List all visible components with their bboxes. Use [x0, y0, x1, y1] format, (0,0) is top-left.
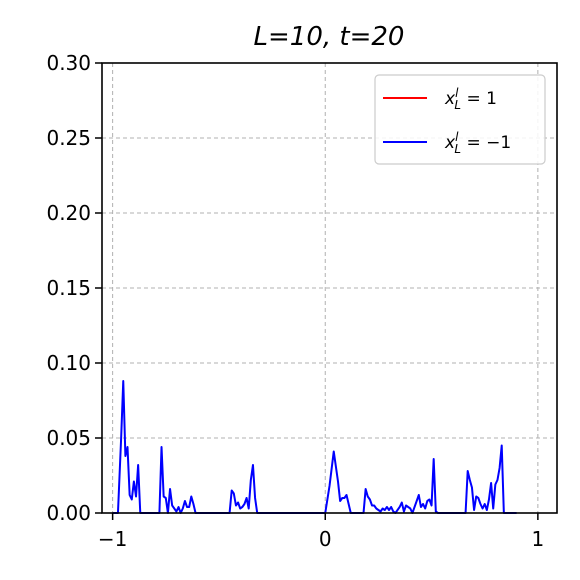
y-tick-label-0: 0.00 — [46, 501, 91, 525]
chart-title: L=10, t=20 — [254, 22, 405, 52]
y-tick-label-3: 0.15 — [46, 276, 91, 300]
y-tick-label-2: 0.10 — [46, 351, 91, 375]
legend: xl L = 1 xl L = −1 — [374, 74, 546, 165]
x-tick-label-1: 0 — [319, 527, 332, 551]
x-tick-label-0: −1 — [98, 527, 127, 551]
y-tick-label-4: 0.20 — [46, 201, 91, 225]
y-tick-label-5: 0.25 — [46, 126, 91, 150]
x-tick-label-2: 1 — [531, 527, 544, 551]
axes: 0.00 0.05 0.10 0.15 0.20 0.25 0.30 −1 0 1 — [46, 51, 544, 551]
legend-label-0: xl L = 1 — [444, 86, 497, 112]
y-tick-label-1: 0.05 — [46, 426, 91, 450]
legend-label-1: xl L = −1 — [444, 130, 511, 156]
y-tick-label-6: 0.30 — [46, 51, 91, 75]
